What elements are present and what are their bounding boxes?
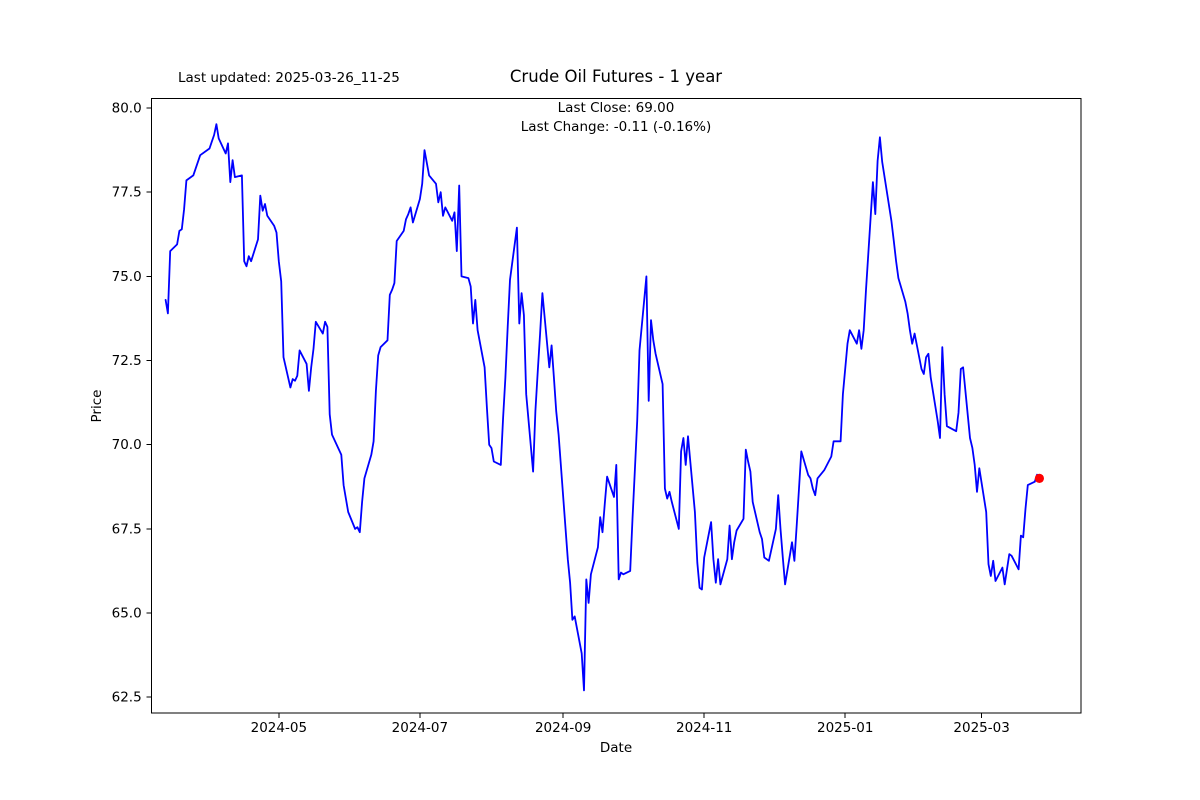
- x-tick-label: 2024-05: [251, 720, 307, 736]
- x-tick-label: 2024-11: [676, 720, 732, 736]
- y-tick-label: 77.5: [112, 185, 142, 201]
- plot-area: [151, 97, 1082, 714]
- y-tick-label: 75.0: [112, 269, 142, 285]
- y-tick-label: 62.5: [112, 690, 142, 706]
- price-line: [164, 123, 1041, 692]
- x-tick-label: 2025-01: [817, 720, 873, 736]
- x-tick-label: 2025-03: [953, 720, 1009, 736]
- last-close-marker: [1034, 473, 1044, 483]
- y-tick-label: 67.5: [112, 521, 142, 537]
- last-change-annotation: Last Change: -0.11 (-0.16%): [520, 119, 712, 135]
- last-close-annotation: Last Close: 69.00: [557, 100, 675, 116]
- x-axis-label: Date: [599, 740, 633, 756]
- last-updated-label: Last updated: 2025-03-26_11-25: [178, 70, 400, 86]
- y-tick-label: 72.5: [112, 353, 142, 369]
- y-tick-label: 65.0: [112, 606, 142, 622]
- y-axis-label: Price: [89, 389, 105, 423]
- x-tick-label: 2024-09: [535, 720, 591, 736]
- x-tick-label: 2024-07: [392, 720, 448, 736]
- y-tick-label: 70.0: [112, 437, 142, 453]
- y-tick-label: 80.0: [112, 101, 142, 117]
- chart-title: Crude Oil Futures - 1 year: [509, 67, 723, 86]
